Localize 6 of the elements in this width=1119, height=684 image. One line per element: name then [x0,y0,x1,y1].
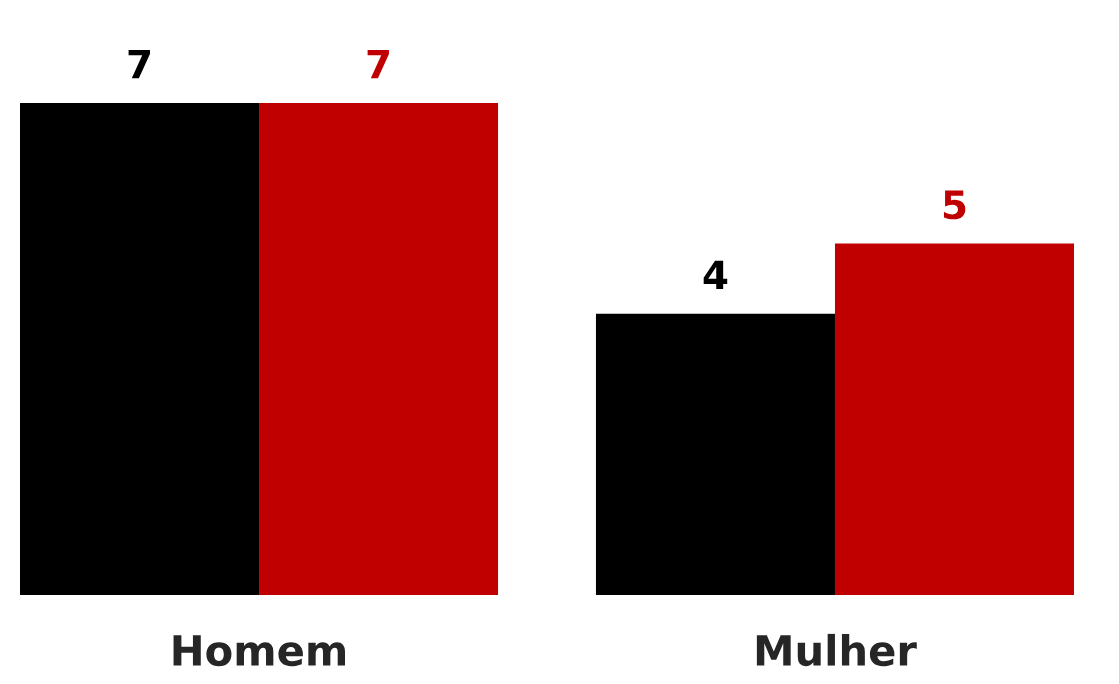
x-tick-label: Mulher [756,633,917,667]
data-label: 4 [703,260,728,290]
data-label: 5 [943,190,966,220]
data-label: 7 [367,49,389,79]
data-label: 7 [128,49,150,79]
x-tick-label: Homem [173,635,346,667]
